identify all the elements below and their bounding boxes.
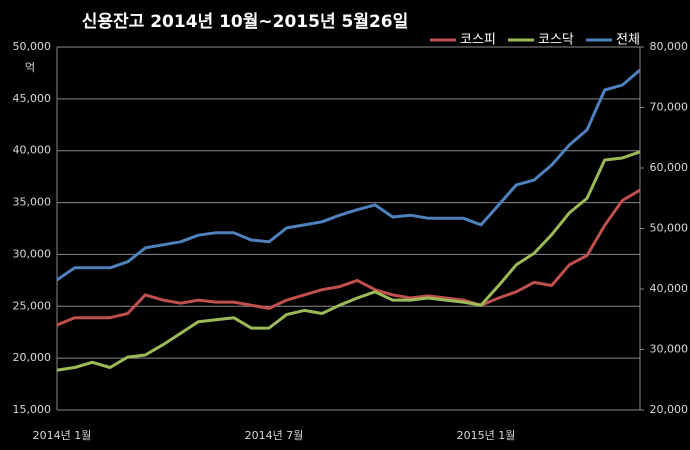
series-line	[56, 188, 641, 327]
y-tick-label: 25,000	[13, 299, 52, 312]
y-axis-label: 억	[25, 61, 35, 74]
y2-tick-label: 80,000	[650, 40, 689, 53]
x-tick-label: 2014년 7월	[245, 429, 304, 442]
legend-label: 코스닥	[538, 33, 574, 48]
series-line	[56, 68, 641, 282]
y-tick-label: 45,000	[13, 92, 52, 105]
y2-tick-label: 50,000	[650, 222, 689, 235]
y2-tick-label: 30,000	[650, 343, 689, 356]
y2-tick-label: 40,000	[650, 282, 689, 295]
y-tick-label: 40,000	[13, 144, 52, 157]
y-tick-label: 20,000	[13, 351, 52, 364]
y2-tick-label: 70,000	[650, 101, 689, 114]
y-tick-label: 50,000	[13, 40, 52, 53]
legend-label: 코스피	[460, 33, 496, 48]
x-tick-label: 2014년 1월	[33, 429, 92, 442]
y-tick-label: 15,000	[13, 403, 52, 416]
x-tick-label: 2015년 1월	[457, 429, 516, 442]
legend-label: 전체	[616, 33, 640, 48]
y-tick-label: 35,000	[13, 196, 52, 209]
y-tick-label: 30,000	[13, 247, 52, 260]
chart-title: 신용잔고 2014년 10월~2015년 5월26일	[82, 12, 409, 32]
y2-tick-label: 60,000	[650, 161, 689, 174]
series-line	[56, 150, 641, 372]
y2-tick-label: 20,000	[650, 403, 689, 416]
